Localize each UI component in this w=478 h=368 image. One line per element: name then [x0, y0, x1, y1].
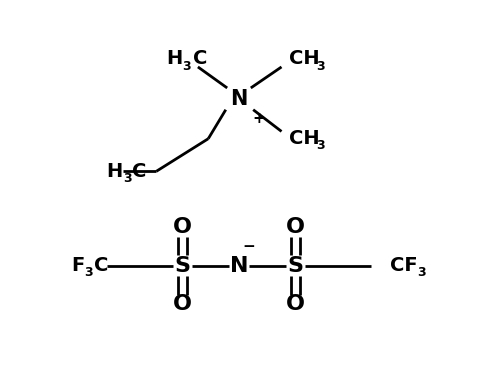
Text: O: O	[286, 217, 305, 237]
Text: S: S	[288, 255, 304, 276]
Text: −: −	[242, 239, 255, 254]
Text: O: O	[173, 217, 192, 237]
Text: 3: 3	[123, 172, 132, 185]
Text: N: N	[230, 89, 248, 109]
Text: 3: 3	[316, 139, 325, 152]
Text: CH: CH	[289, 129, 319, 148]
Text: C: C	[193, 49, 207, 68]
Text: S: S	[174, 255, 190, 276]
Text: C: C	[94, 256, 109, 275]
Text: C: C	[132, 162, 146, 181]
Text: +: +	[252, 111, 265, 126]
Text: O: O	[173, 294, 192, 314]
Text: 3: 3	[182, 60, 191, 73]
Text: O: O	[286, 294, 305, 314]
Text: CH: CH	[289, 49, 319, 68]
Text: CF: CF	[390, 256, 418, 275]
Text: F: F	[71, 256, 85, 275]
Text: H: H	[106, 162, 122, 181]
Text: 3: 3	[316, 60, 325, 73]
Text: H: H	[166, 49, 182, 68]
Text: 3: 3	[417, 266, 426, 279]
Text: 3: 3	[85, 266, 93, 279]
Text: N: N	[230, 255, 248, 276]
